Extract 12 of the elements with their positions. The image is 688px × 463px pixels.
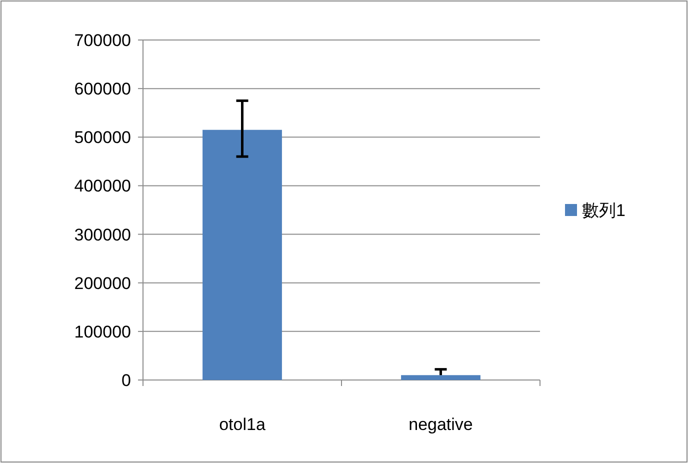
- y-tick-label: 200000: [74, 274, 131, 293]
- y-tick-label: 700000: [74, 31, 131, 50]
- y-tick-label: 0: [122, 371, 131, 390]
- y-tick-label: 400000: [74, 176, 131, 196]
- legend: 數列1: [565, 201, 626, 220]
- x-tick-label: negative: [408, 415, 473, 434]
- x-tick-label: otol1a: [219, 415, 266, 434]
- y-tick-label: 500000: [74, 128, 131, 148]
- y-tick-label: 300000: [74, 225, 131, 244]
- y-tick-label: 100000: [74, 322, 131, 342]
- y-tick-label: 600000: [74, 80, 131, 99]
- legend-label: 數列1: [582, 201, 626, 220]
